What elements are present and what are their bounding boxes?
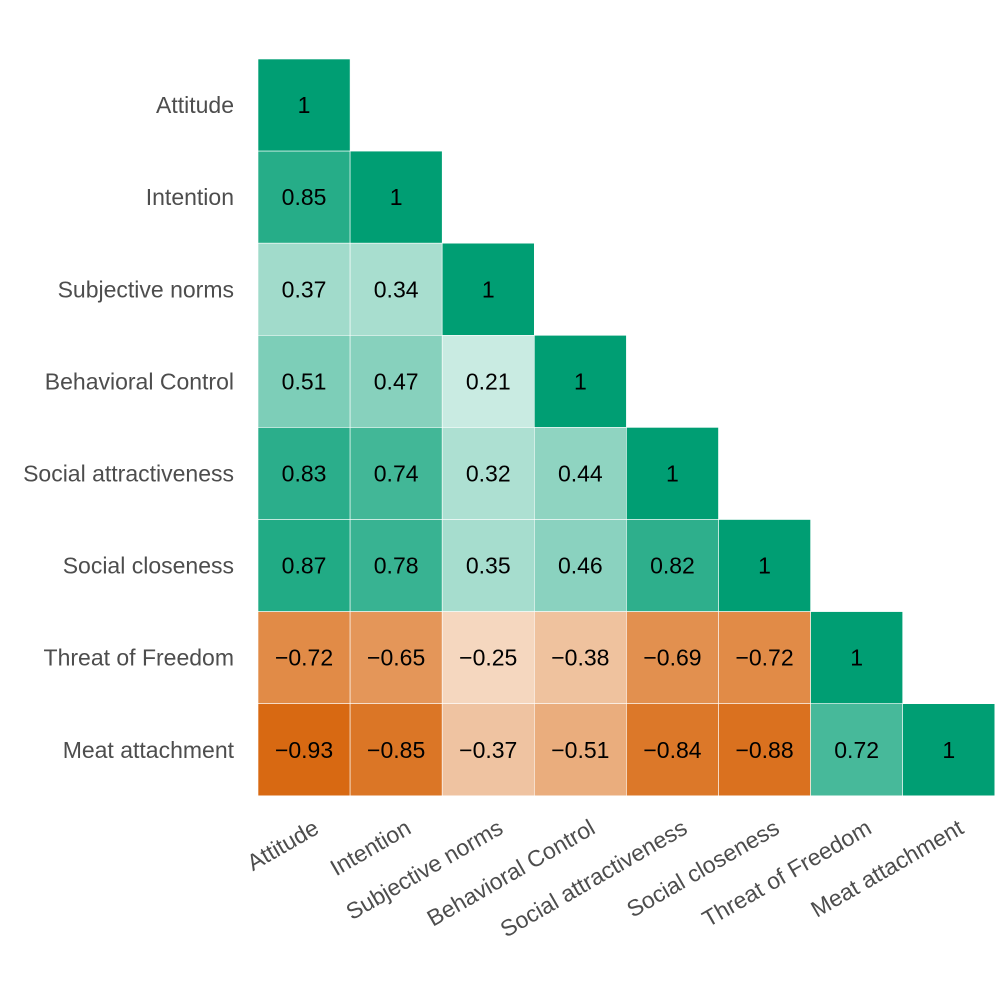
cell-value-label: −0.72 [275,645,333,671]
cell-value-label: 0.74 [374,460,419,486]
cell-value-label: 0.37 [282,276,327,302]
heatmap-cell-social-attractiveness-social-attractiveness [626,427,719,520]
column-label-threat-of-freedom: Threat of Freedom [698,814,876,932]
cell-value-label: 0.44 [558,460,603,486]
heatmap-cell-attitude-attitude [257,58,351,152]
cell-value-label: 0.21 [466,368,511,394]
cell-value-label: 0.82 [650,553,695,579]
heatmap-cell-behavioral-control-attitude [257,334,351,428]
row-label-behavioral-control: Behavioral Control [45,368,234,394]
cell-value-label: 0.87 [282,553,327,579]
cell-value-label: −0.85 [367,737,425,763]
heatmap-cell-social-closeness-behavioral-control [533,519,627,612]
cell-value-label: 1 [298,92,311,118]
heatmap-cell-intention-intention [349,150,443,244]
row-label-meat-attachment: Meat attachment [63,737,235,763]
heatmap-cell-behavioral-control-intention [349,334,443,428]
heatmap-cell-threat-of-freedom-behavioral-control [533,611,627,704]
heatmap-cell-social-attractiveness-subjective-norms [441,427,535,520]
row-label-intention: Intention [146,184,234,210]
cell-value-label: 0.46 [558,553,603,579]
heatmap-cell-social-closeness-attitude [257,519,351,612]
heatmap-cell-meat-attachment-meat-attachment [902,703,996,797]
heatmap-cell-subjective-norms-intention [349,242,443,336]
heatmap-cell-threat-of-freedom-intention [349,611,443,704]
cell-value-label: −0.84 [643,737,701,763]
heatmap-cell-subjective-norms-attitude [257,242,351,336]
cell-value-label: −0.72 [735,645,793,671]
column-label-meat-attachment: Meat attachment [806,814,968,922]
cell-value-label: 0.78 [374,553,419,579]
cell-value-label: −0.38 [551,645,609,671]
heatmap-cell-intention-attitude [257,150,351,244]
cell-value-label: 0.34 [374,276,419,302]
cell-value-label: 0.47 [374,368,419,394]
row-label-social-closeness: Social closeness [63,553,234,579]
cell-value-label: 1 [758,553,771,579]
cell-value-label: 1 [942,737,955,763]
heatmap-cell-threat-of-freedom-social-closeness [718,611,811,704]
cells-layer [257,58,996,797]
column-label-attitude: Attitude [242,814,323,876]
heatmap-cell-social-attractiveness-behavioral-control [533,427,627,520]
heatmap-cell-social-closeness-social-closeness [718,519,811,612]
cell-value-label: 1 [574,368,587,394]
heatmap-cell-meat-attachment-subjective-norms [441,703,535,797]
cell-value-label: −0.65 [367,645,425,671]
cell-value-label: 1 [390,184,403,210]
heatmap-cell-threat-of-freedom-threat-of-freedom [810,611,903,704]
row-label-threat-of-freedom: Threat of Freedom [44,645,234,671]
cell-value-label: 1 [482,276,495,302]
cell-value-label: 0.83 [282,460,327,486]
heatmap-cell-social-closeness-subjective-norms [441,519,535,612]
cell-value-label: 0.85 [282,184,327,210]
row-label-attitude: Attitude [156,92,234,118]
cell-value-label: −0.37 [459,737,517,763]
row-label-subjective-norms: Subjective norms [58,276,234,302]
cell-value-label: 0.32 [466,460,511,486]
heatmap-cell-threat-of-freedom-attitude [257,611,351,704]
row-label-social-attractiveness: Social attractiveness [23,460,234,486]
cell-value-label: 0.35 [466,553,511,579]
cell-text-layer: 1 0.85 1 0.37 0.34 1 0.51 0.47 0.21 1 0.83 0.74 0.32… [275,92,955,763]
heatmap-cell-social-closeness-social-attractiveness [626,519,719,612]
cell-value-label: −0.93 [275,737,333,763]
row-labels: Attitude Intention Subjective norms Behavio… [23,92,235,763]
cell-value-label: 1 [666,460,679,486]
heatmap-cell-meat-attachment-threat-of-freedom [810,703,903,797]
heatmap-cell-social-closeness-intention [349,519,443,612]
heatmap-cell-meat-attachment-social-closeness [718,703,811,797]
cell-value-label: 0.72 [834,737,879,763]
cell-value-label: 0.51 [282,368,327,394]
heatmap-cell-social-attractiveness-intention [349,427,443,520]
cell-value-label: 1 [850,645,863,671]
cell-value-label: −0.69 [643,645,701,671]
cell-value-label: −0.51 [551,737,609,763]
heatmap-cell-meat-attachment-attitude [257,703,351,797]
heatmap-cell-behavioral-control-behavioral-control [533,334,627,428]
cell-value-label: −0.88 [735,737,793,763]
heatmap-cell-subjective-norms-subjective-norms [441,242,535,336]
cell-value-label: −0.25 [459,645,517,671]
